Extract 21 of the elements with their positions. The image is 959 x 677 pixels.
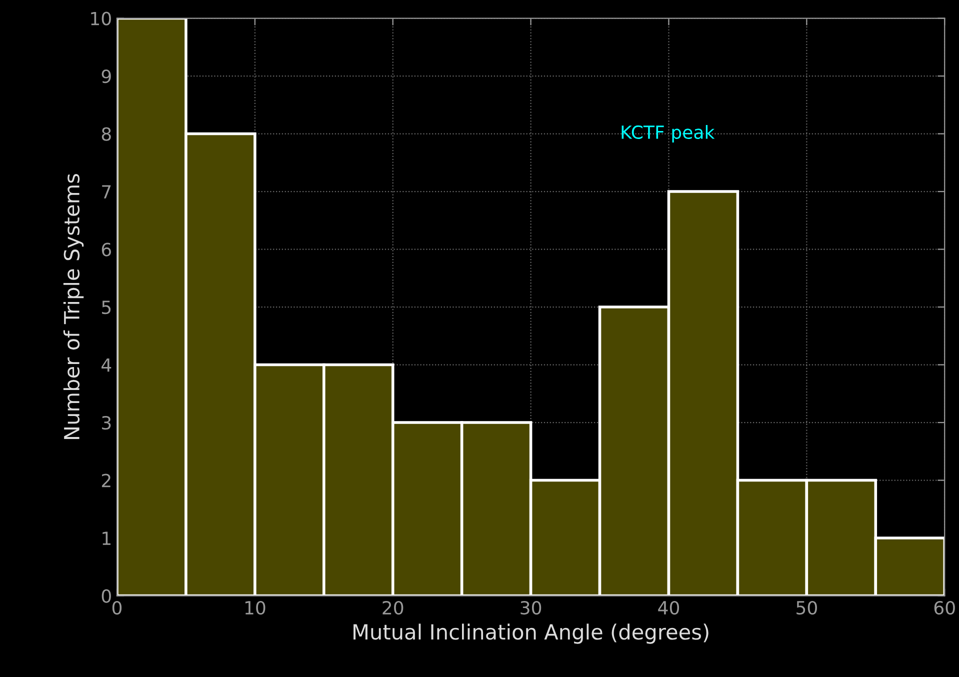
- x-tick-label: 30: [520, 600, 542, 615]
- y-tick-label: 2: [102, 474, 110, 488]
- x-tick-label: 50: [796, 600, 817, 615]
- y-tick-label: 9: [102, 69, 111, 84]
- x-tick-label: 0: [112, 600, 122, 615]
- x-tick-label: 20: [382, 600, 404, 615]
- y-tick-label: 8: [102, 127, 111, 141]
- y-tick-label: 4: [102, 358, 112, 372]
- x-tick-label: 40: [658, 600, 680, 615]
- x-tick-label: 60: [934, 600, 955, 615]
- x-axis-title: Mutual Inclination Angle (degrees): [354, 624, 708, 644]
- y-tick-label: 0: [102, 589, 111, 603]
- y-tick-label: 7: [102, 185, 111, 198]
- y-axis-title: Number of Triple Systems: [63, 174, 84, 439]
- y-tick-label: 3: [102, 416, 111, 430]
- y-tick-label: 5: [102, 300, 111, 314]
- y-tick-label: 10: [91, 12, 111, 26]
- x-tick-label: 10: [245, 600, 266, 615]
- y-tick-label: 1: [102, 532, 110, 545]
- y-tick-label: 6: [102, 242, 111, 256]
- annotation: KCTF peak: [622, 125, 715, 143]
